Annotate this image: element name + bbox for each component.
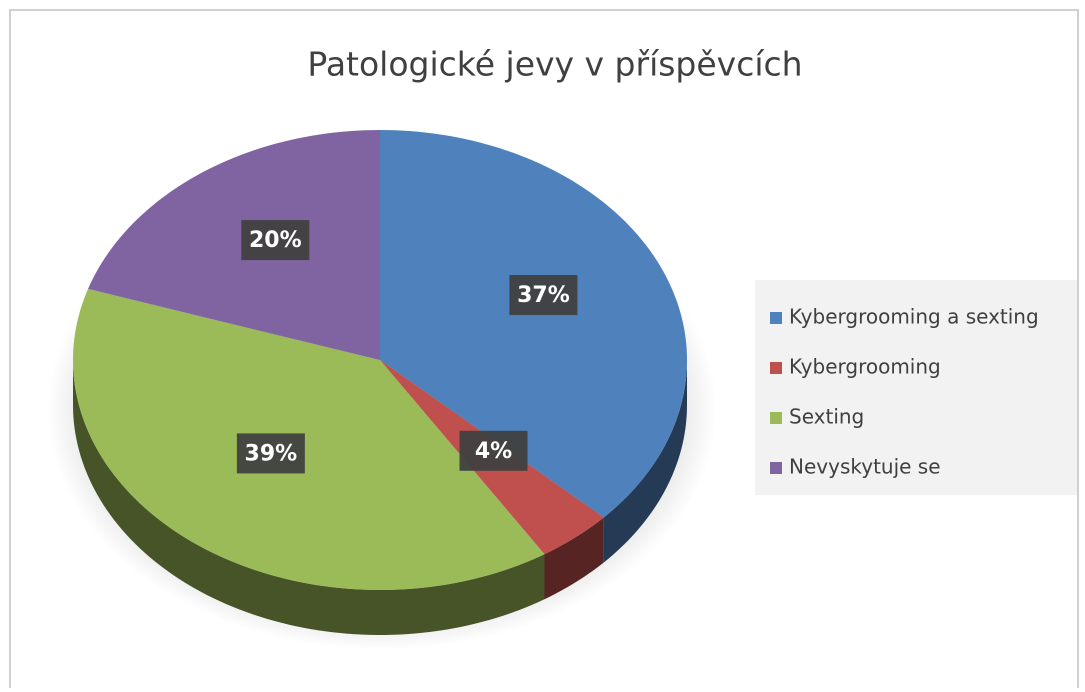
legend-box [755,280,1077,495]
data-label: 39% [245,441,298,466]
legend-swatch [770,412,782,424]
data-label: 4% [475,439,512,464]
legend-label: Sexting [789,405,864,429]
legend-label: Kybergrooming a sexting [789,305,1039,329]
legend-label: Nevyskytuje se [789,455,941,479]
data-label-box [459,430,528,471]
legend: Kybergrooming a sexting Kybergrooming Sext… [770,305,1039,479]
pie-slice [88,130,381,360]
pie-side [73,360,545,635]
data-label-box [236,433,305,474]
data-label: 37% [517,283,570,308]
legend-swatch [770,362,782,374]
pie-slice [380,130,687,518]
data-label: 20% [249,228,302,253]
data-label-box [509,275,578,316]
legend-swatch [770,312,782,324]
pie-tops [73,130,687,590]
data-label-box [241,220,310,261]
chart-title: Patologické jevy v příspěvcích [307,45,802,84]
legend-label: Kybergrooming [789,355,941,379]
pie-sides [73,360,687,635]
data-labels: 37% 4% 39% 20% [236,220,578,474]
pie-side [544,517,604,600]
pie-side [603,360,687,563]
legend-swatch [770,462,782,474]
pie-slice [73,288,545,590]
